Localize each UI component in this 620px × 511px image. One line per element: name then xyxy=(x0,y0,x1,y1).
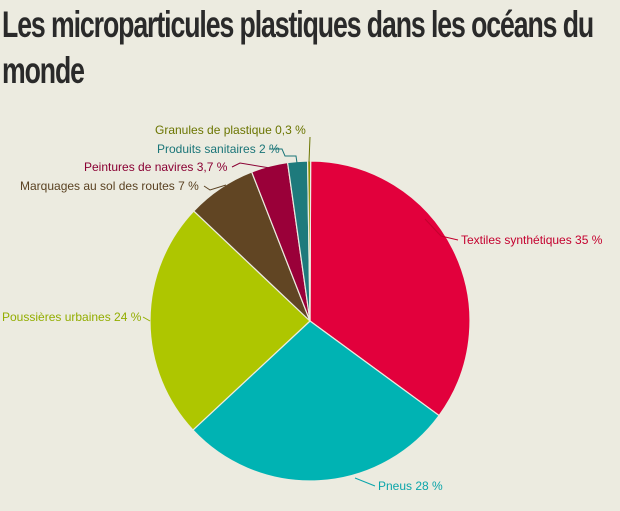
leader-line-7 xyxy=(308,136,311,163)
leader-line-4 xyxy=(203,184,227,191)
leader-line-2 xyxy=(354,477,376,487)
slice-label-6: Produits sanitaires 2 % xyxy=(157,142,280,156)
pie-slices xyxy=(149,160,471,482)
slice-label-2: Pneus 28 % xyxy=(378,479,443,493)
slice-label-3: Poussières urbaines 24 % xyxy=(2,310,142,324)
leader-line-3 xyxy=(142,316,151,322)
slice-label-5: Peintures de navires 3,7 % xyxy=(84,160,228,174)
pie-slice-3 xyxy=(149,210,311,431)
pie-slice-2 xyxy=(192,320,440,482)
leader-line-1 xyxy=(424,218,459,241)
leader-line-6 xyxy=(269,148,298,164)
slice-label-7: Granules de plastique 0,3 % xyxy=(155,123,306,137)
slice-labels: Textiles synthétiques 35 % Pneus 28 % Pous… xyxy=(2,123,603,493)
leader-lines xyxy=(142,136,459,487)
slice-label-1: Textiles synthétiques 35 % xyxy=(461,233,603,247)
leader-line-5 xyxy=(231,162,271,169)
slice-label-4: Marquages au sol des routes 7 % xyxy=(20,179,199,193)
chart-title: Les microparticules plastiques dans les … xyxy=(2,4,594,91)
